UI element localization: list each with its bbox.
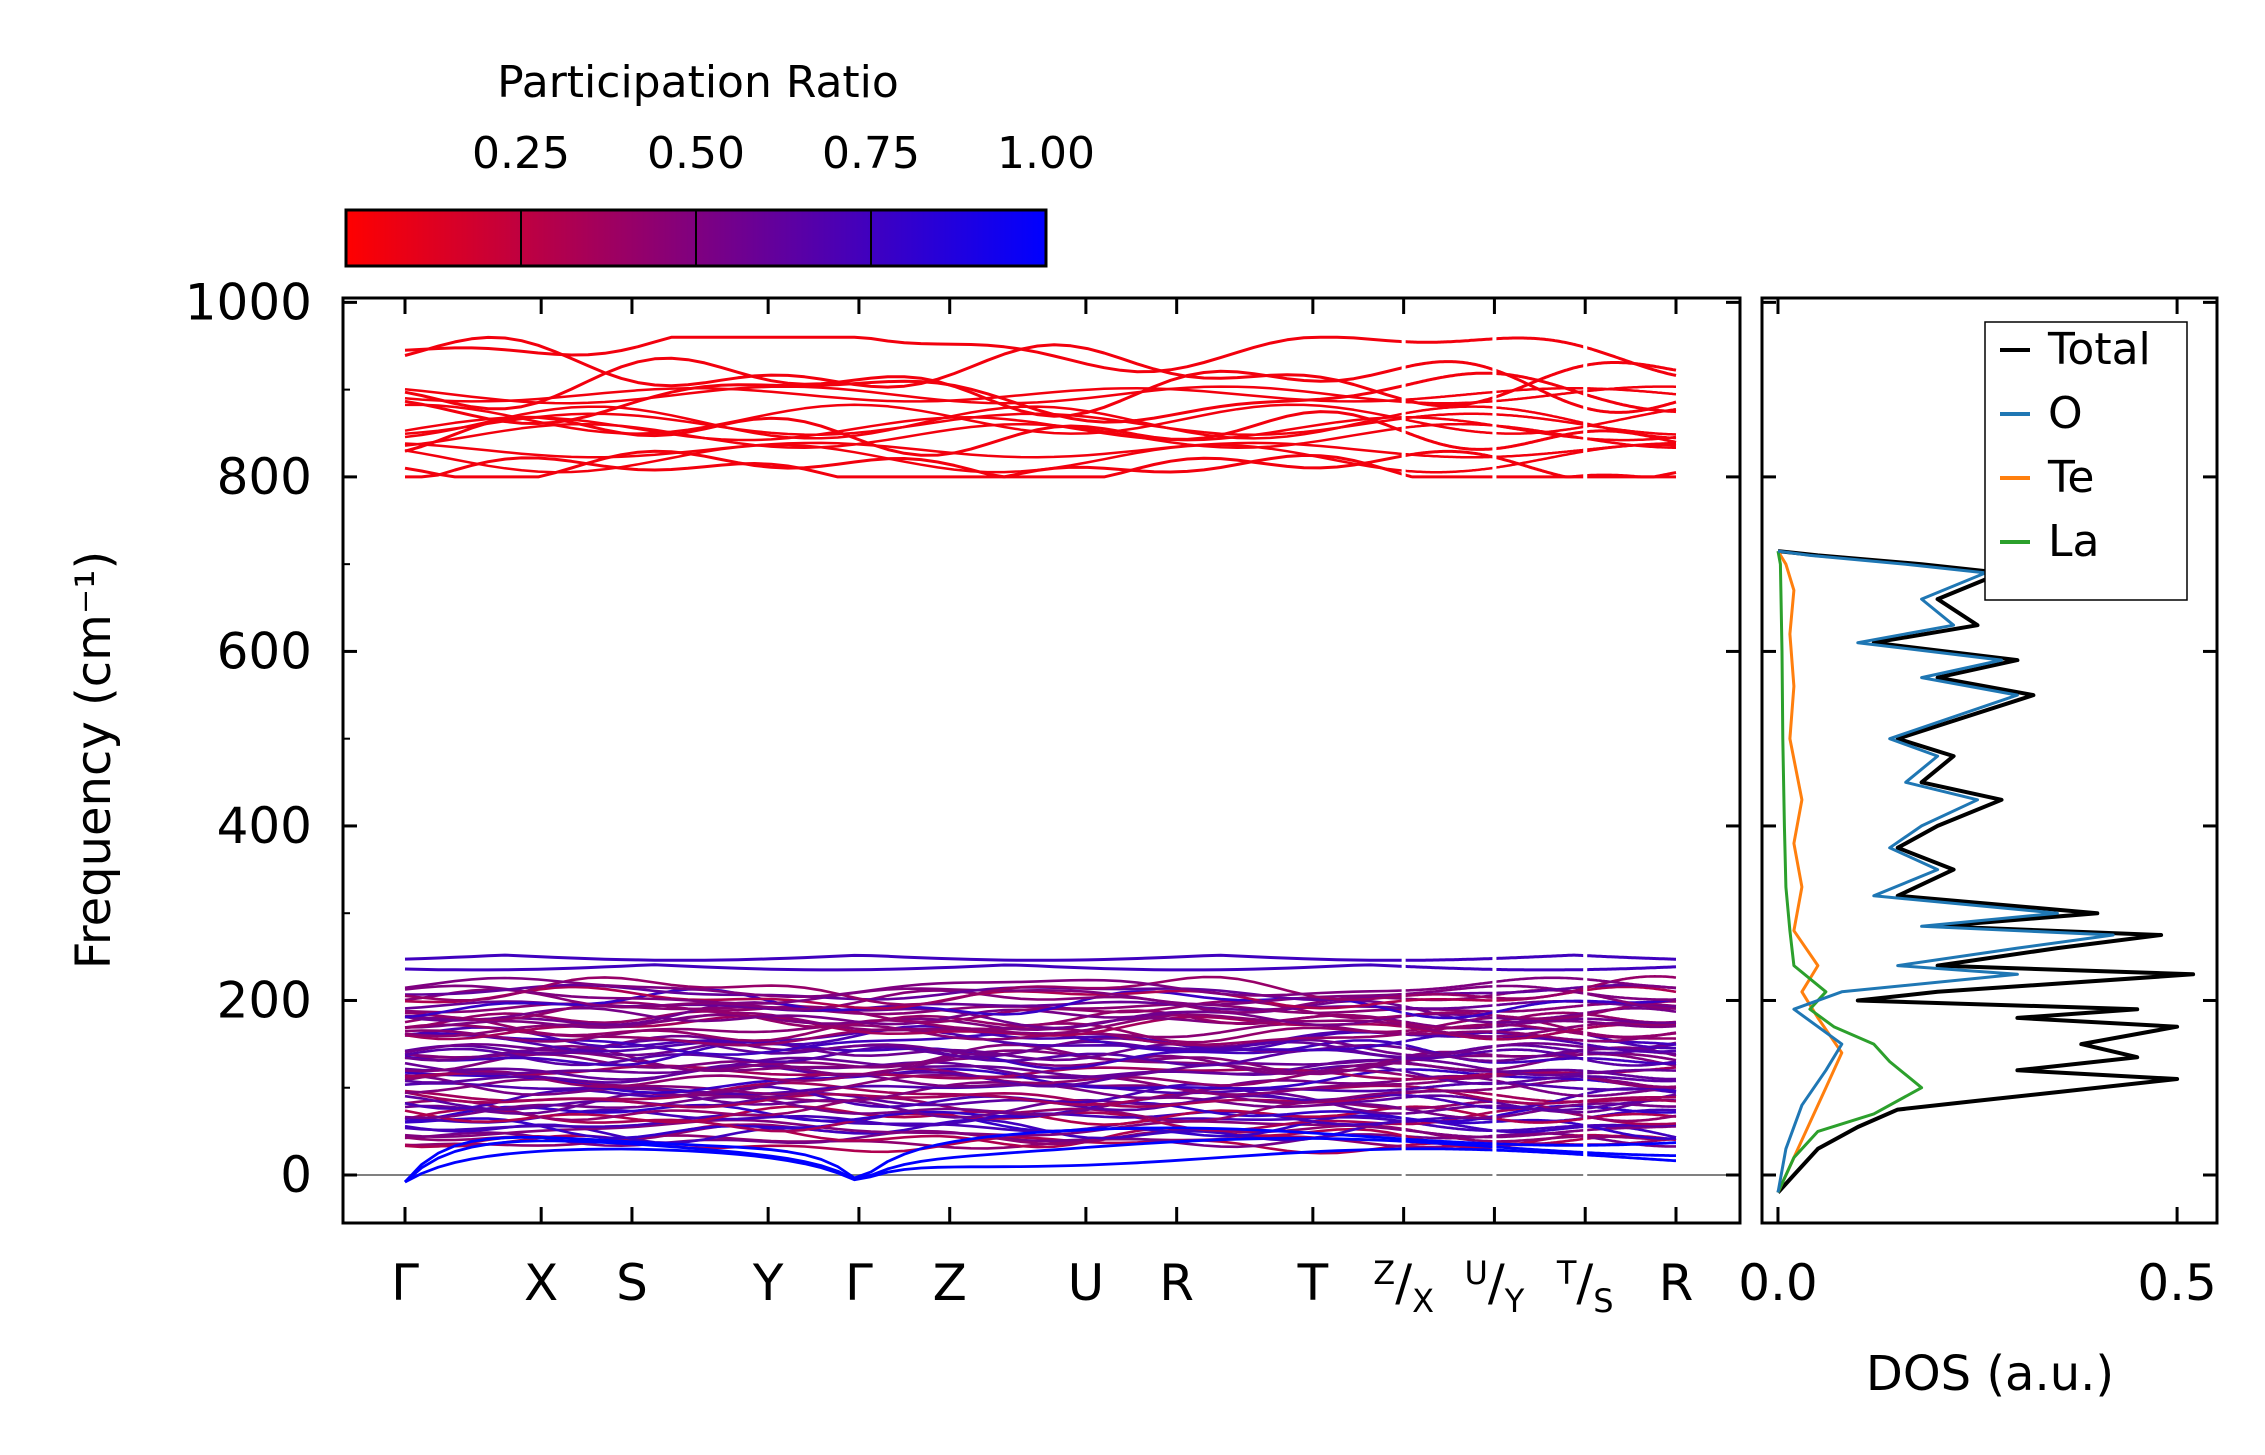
dos-x-tick-label: 0.0 [1738, 1254, 1818, 1312]
legend-box [1984, 321, 2188, 601]
high-frequency-band [404, 335, 1677, 377]
path-break-gaps [1401, 318, 1588, 1203]
dos-panel: 0.0 0.5 DOS (a.u.) Total O Te La [1738, 296, 2219, 1402]
low-frequency-band [404, 1009, 1677, 1030]
low-frequency-band [404, 1091, 1677, 1119]
high-frequency-band [404, 335, 1677, 408]
low-frequency-band [404, 1063, 1677, 1088]
low-frequency-band [404, 1077, 1677, 1105]
dos-plot-frame [1760, 296, 2219, 1225]
low-frequency-band [404, 976, 1677, 998]
high-frequency-band [404, 449, 1677, 479]
k-point-label: S [616, 1254, 648, 1312]
low-frequency-band [404, 975, 1677, 1006]
high-frequency-band [404, 356, 1677, 418]
y-tick-label: 600 [217, 622, 312, 680]
y-tick-label: 200 [217, 971, 312, 1029]
high-frequency-band [404, 443, 1677, 474]
dos-x-axis-title: DOS (a.u.) [1866, 1346, 2114, 1402]
high-frequency-band [404, 405, 1676, 440]
low-frequency-band [404, 1083, 1677, 1110]
k-point-label: Z/X [1373, 1254, 1434, 1320]
band-plot-frame [341, 296, 1742, 1225]
k-point-label: T [1297, 1254, 1329, 1312]
k-point-label: Y [752, 1254, 784, 1312]
high-frequency-band [404, 403, 1677, 435]
k-point-label: Γ [391, 1254, 419, 1312]
dos-legend: Total O Te La [1984, 321, 2188, 601]
colorbar-tick-label: 0.25 [472, 128, 570, 179]
low-frequency-band [404, 999, 1676, 1024]
colorbar-ticks: 0.25 0.50 0.75 1.00 [472, 128, 1095, 266]
legend-label-la: La [2048, 516, 2099, 567]
k-point-label: Γ [845, 1254, 873, 1312]
low-frequency-band [404, 1064, 1677, 1081]
dos-y-ticks [1762, 300, 2217, 1177]
legend-label-te: Te [2047, 452, 2094, 503]
acoustic-band [403, 1126, 1676, 1183]
low-frequency-band [404, 1101, 1677, 1123]
k-point-label: Z [933, 1254, 967, 1312]
high-frequency-band [404, 371, 1677, 425]
legend-label-o: O [2048, 388, 2083, 439]
dos-line-total [1776, 549, 2196, 1194]
low-frequency-band [404, 1108, 1677, 1127]
low-frequency-band [404, 1091, 1676, 1112]
dos-line-te [1776, 550, 1844, 1194]
low-frequency-band [404, 1040, 1676, 1063]
y-tick-label: 800 [217, 448, 312, 506]
low-frequency-band [404, 1006, 1677, 1027]
y-tick-label: 0 [280, 1146, 312, 1204]
band-y-axis-title: Frequency (cm⁻¹) [66, 551, 122, 969]
k-point-label: T/S [1556, 1254, 1614, 1320]
high-frequency-band [404, 410, 1677, 457]
y-tick-label: 400 [217, 797, 312, 855]
acoustic-band [404, 1137, 1676, 1184]
acoustic-band [404, 1147, 1676, 1184]
low-frequency-band [404, 1011, 1676, 1038]
colorbar: Participation Ratio 0.25 0.50 0.75 1.00 [344, 57, 1095, 268]
colorbar-title: Participation Ratio [497, 57, 899, 108]
k-point-label: R [1659, 1254, 1694, 1312]
high-frequency-band [404, 422, 1676, 449]
k-point-label: R [1159, 1254, 1194, 1312]
high-frequency-band [405, 453, 1676, 479]
dos-x-tick-label: 0.5 [2137, 1254, 2217, 1312]
dos-line-o [1776, 549, 2115, 1193]
low-frequency-band [404, 1113, 1677, 1133]
low-frequency-band [404, 1052, 1677, 1077]
top-low-band [404, 963, 1677, 972]
low-frequency-band [404, 985, 1677, 1010]
colorbar-tick-label: 1.00 [997, 128, 1095, 179]
low-frequency-band [404, 1081, 1676, 1096]
low-frequency-band [404, 1002, 1677, 1016]
k-point-label: U [1068, 1254, 1105, 1312]
high-frequency-band [404, 416, 1677, 442]
low-frequency-band [404, 1118, 1677, 1139]
dos-curves [1776, 549, 2196, 1194]
low-frequency-band [404, 1024, 1676, 1052]
k-point-label: X [524, 1254, 558, 1312]
high-frequency-band [404, 385, 1676, 405]
high-frequency-band [404, 441, 1676, 459]
colorbar-tick-label: 0.75 [822, 128, 920, 179]
band-y-axis: 0 200 400 600 800 1000 [185, 273, 1740, 1204]
band-x-axis: Γ X S Y Γ Z U R T Z/XU/YT/S R [391, 298, 1693, 1320]
dos-x-axis: 0.0 0.5 [1738, 298, 2217, 1312]
y-tick-label: 1000 [185, 273, 312, 331]
phonon-bands [403, 335, 1677, 1184]
high-frequency-band [404, 386, 1677, 403]
low-frequency-band [404, 1034, 1677, 1057]
legend-label-total: Total [2047, 324, 2151, 375]
top-low-band [404, 953, 1676, 962]
colorbar-tick-label: 0.50 [647, 128, 745, 179]
low-frequency-band [404, 1096, 1677, 1123]
low-frequency-band [404, 984, 1676, 1006]
k-point-label: U/Y [1465, 1254, 1525, 1320]
